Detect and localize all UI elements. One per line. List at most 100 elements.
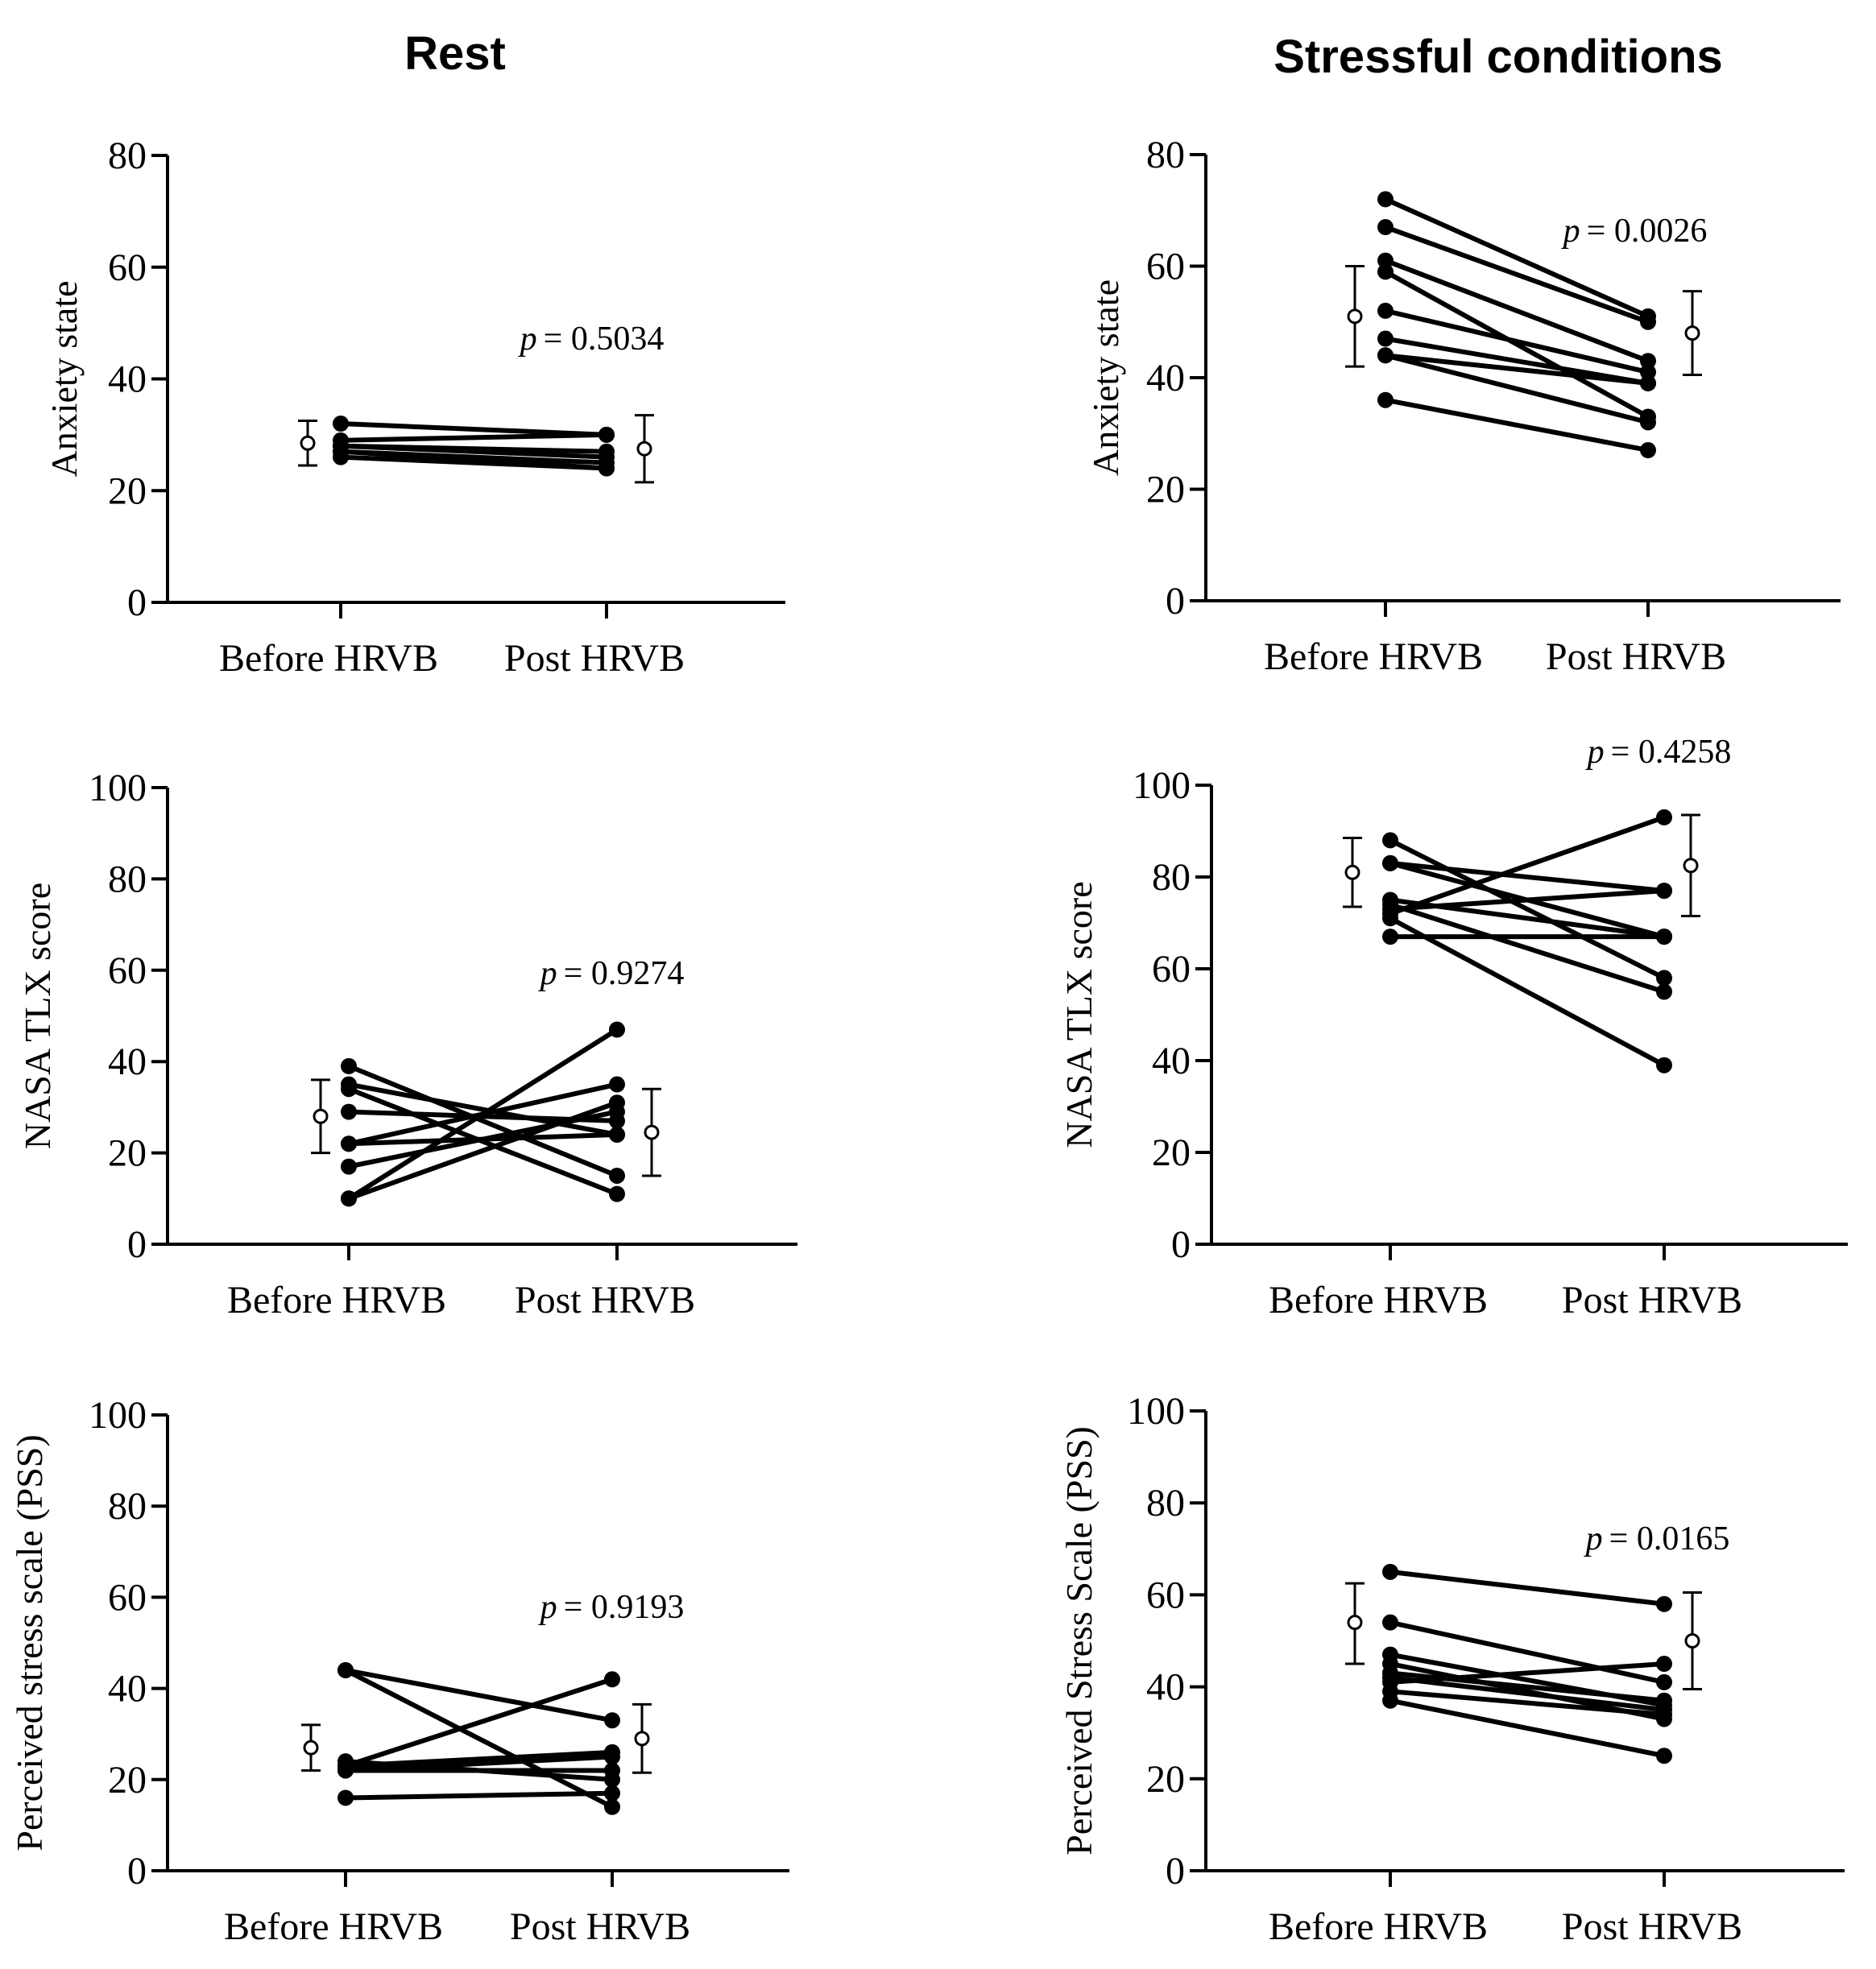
before-point <box>341 1135 357 1152</box>
p-value-annotation: p = 0.5034 <box>518 321 665 358</box>
paired-line <box>340 421 607 437</box>
y-tick-label: 60 <box>108 1576 147 1619</box>
paired-line <box>347 1027 619 1201</box>
mean-before-marker <box>303 1739 319 1756</box>
y-tick-label: 60 <box>108 246 147 289</box>
y-tick-label: 80 <box>1146 1482 1185 1524</box>
paired-line <box>1384 196 1650 319</box>
y-tick-label: 0 <box>1166 1850 1185 1892</box>
post-point <box>609 1021 625 1038</box>
y-tick-label: 60 <box>108 949 147 992</box>
x-tick-label: Before HRVB <box>224 1905 443 1948</box>
paired-line <box>345 1790 613 1801</box>
before-point <box>1382 910 1398 927</box>
x-tick-label: Post HRVB <box>1562 1905 1742 1948</box>
p-value-number: = 0.9193 <box>564 1589 685 1626</box>
x-tick-label: Before HRVB <box>1264 635 1483 678</box>
paired-line <box>1385 308 1649 374</box>
before-point <box>1377 330 1394 347</box>
p-value-annotation: p = 0.9193 <box>538 1589 685 1626</box>
paired-line <box>1389 860 1665 894</box>
y-axis-label: Anxiety state <box>43 281 85 478</box>
post-point <box>1656 809 1672 825</box>
y-tick-label: 20 <box>1152 1131 1191 1174</box>
paired-line <box>1389 815 1665 916</box>
paired-line <box>1385 336 1649 386</box>
mean-before-marker <box>1344 864 1360 880</box>
paired-line <box>1389 1698 1665 1759</box>
paired-line <box>1385 397 1649 453</box>
before-point <box>341 1158 357 1175</box>
before-point <box>333 449 349 465</box>
before-point <box>341 1057 357 1074</box>
x-tick-label: Post HRVB <box>1546 635 1726 678</box>
before-point <box>1377 219 1394 236</box>
y-tick-label: 80 <box>1152 856 1191 899</box>
p-value-number: = 0.4258 <box>1611 734 1732 771</box>
y-tick-label: 20 <box>1146 469 1185 511</box>
p-value-number: = 0.0165 <box>1609 1520 1730 1557</box>
x-tick-label: Post HRVB <box>510 1905 690 1948</box>
paired-line <box>1389 1569 1665 1607</box>
y-tick-label: 100 <box>89 1394 147 1437</box>
paired-line <box>340 443 607 460</box>
y-tick-label: 20 <box>108 1132 147 1175</box>
before-point <box>1382 929 1398 945</box>
mean-before-marker <box>313 1108 329 1124</box>
post-point <box>1656 970 1672 987</box>
post-point <box>604 1748 620 1765</box>
mean-post-marker <box>1684 325 1700 341</box>
paired-line <box>1389 1675 1665 1713</box>
x-tick-label: Post HRVB <box>504 637 685 680</box>
y-tick-label: 20 <box>108 469 147 512</box>
paired-line <box>345 1668 613 1723</box>
y-axis-label: Perceived stress scale (PSS) <box>9 1434 50 1851</box>
y-tick-label: 60 <box>1152 948 1191 991</box>
post-point <box>604 1671 620 1688</box>
p-value-number: = 0.9274 <box>564 955 685 992</box>
before-point <box>1377 302 1394 319</box>
paired-line <box>1389 916 1666 1068</box>
panel-rest-nasa: 0 20 40 60 80 100 Before HRVB Post HRVB NASA TLX… <box>17 767 797 1322</box>
before-point <box>1382 1614 1398 1631</box>
before-point <box>338 1661 354 1678</box>
y-tick-label: 40 <box>1146 357 1185 399</box>
paired-line <box>1389 1689 1665 1717</box>
paired-line <box>1389 838 1666 981</box>
mean-post-marker <box>634 1731 650 1747</box>
mean-before-marker <box>300 435 316 451</box>
x-tick-label: Post HRVB <box>515 1279 695 1322</box>
y-tick-label: 0 <box>1166 580 1185 623</box>
before-point <box>341 1081 357 1098</box>
y-tick-label: 0 <box>1171 1223 1191 1266</box>
mean-post-marker <box>636 441 652 457</box>
x-tick-label: Before HRVB <box>1269 1279 1488 1322</box>
x-tick-label: Before HRVB <box>219 637 438 680</box>
post-point <box>604 1785 620 1801</box>
post-point <box>598 426 615 443</box>
before-point <box>1377 391 1394 408</box>
post-point <box>1656 1595 1672 1612</box>
mean-before-marker <box>1347 1615 1363 1631</box>
y-tick-label: 80 <box>108 858 147 900</box>
p-value-annotation: p = 0.0026 <box>1561 213 1708 250</box>
panel-stress-nasa: 0 20 40 60 80 100 Before HRVB Post HRVB NASA TLX… <box>1058 734 1848 1322</box>
y-tick-label: 80 <box>1146 134 1185 176</box>
paired-line <box>347 1100 619 1202</box>
y-tick-label: 0 <box>127 581 147 624</box>
y-axis-label: NASA TLX score <box>1058 881 1100 1148</box>
p-value-symbol: p <box>538 1589 557 1626</box>
post-point <box>1640 364 1656 381</box>
paired-line <box>1385 353 1649 386</box>
post-point <box>1640 313 1656 330</box>
before-point <box>1377 263 1394 280</box>
post-point <box>1640 374 1656 391</box>
y-tick-label: 60 <box>1146 1574 1185 1616</box>
p-value-symbol: p <box>518 321 537 358</box>
post-point <box>1656 1673 1672 1690</box>
before-point <box>338 1762 354 1779</box>
post-point <box>604 1798 620 1815</box>
paired-line <box>348 1082 618 1137</box>
y-tick-label: 100 <box>1133 764 1191 807</box>
p-value-annotation: p = 0.0165 <box>1584 1520 1730 1557</box>
